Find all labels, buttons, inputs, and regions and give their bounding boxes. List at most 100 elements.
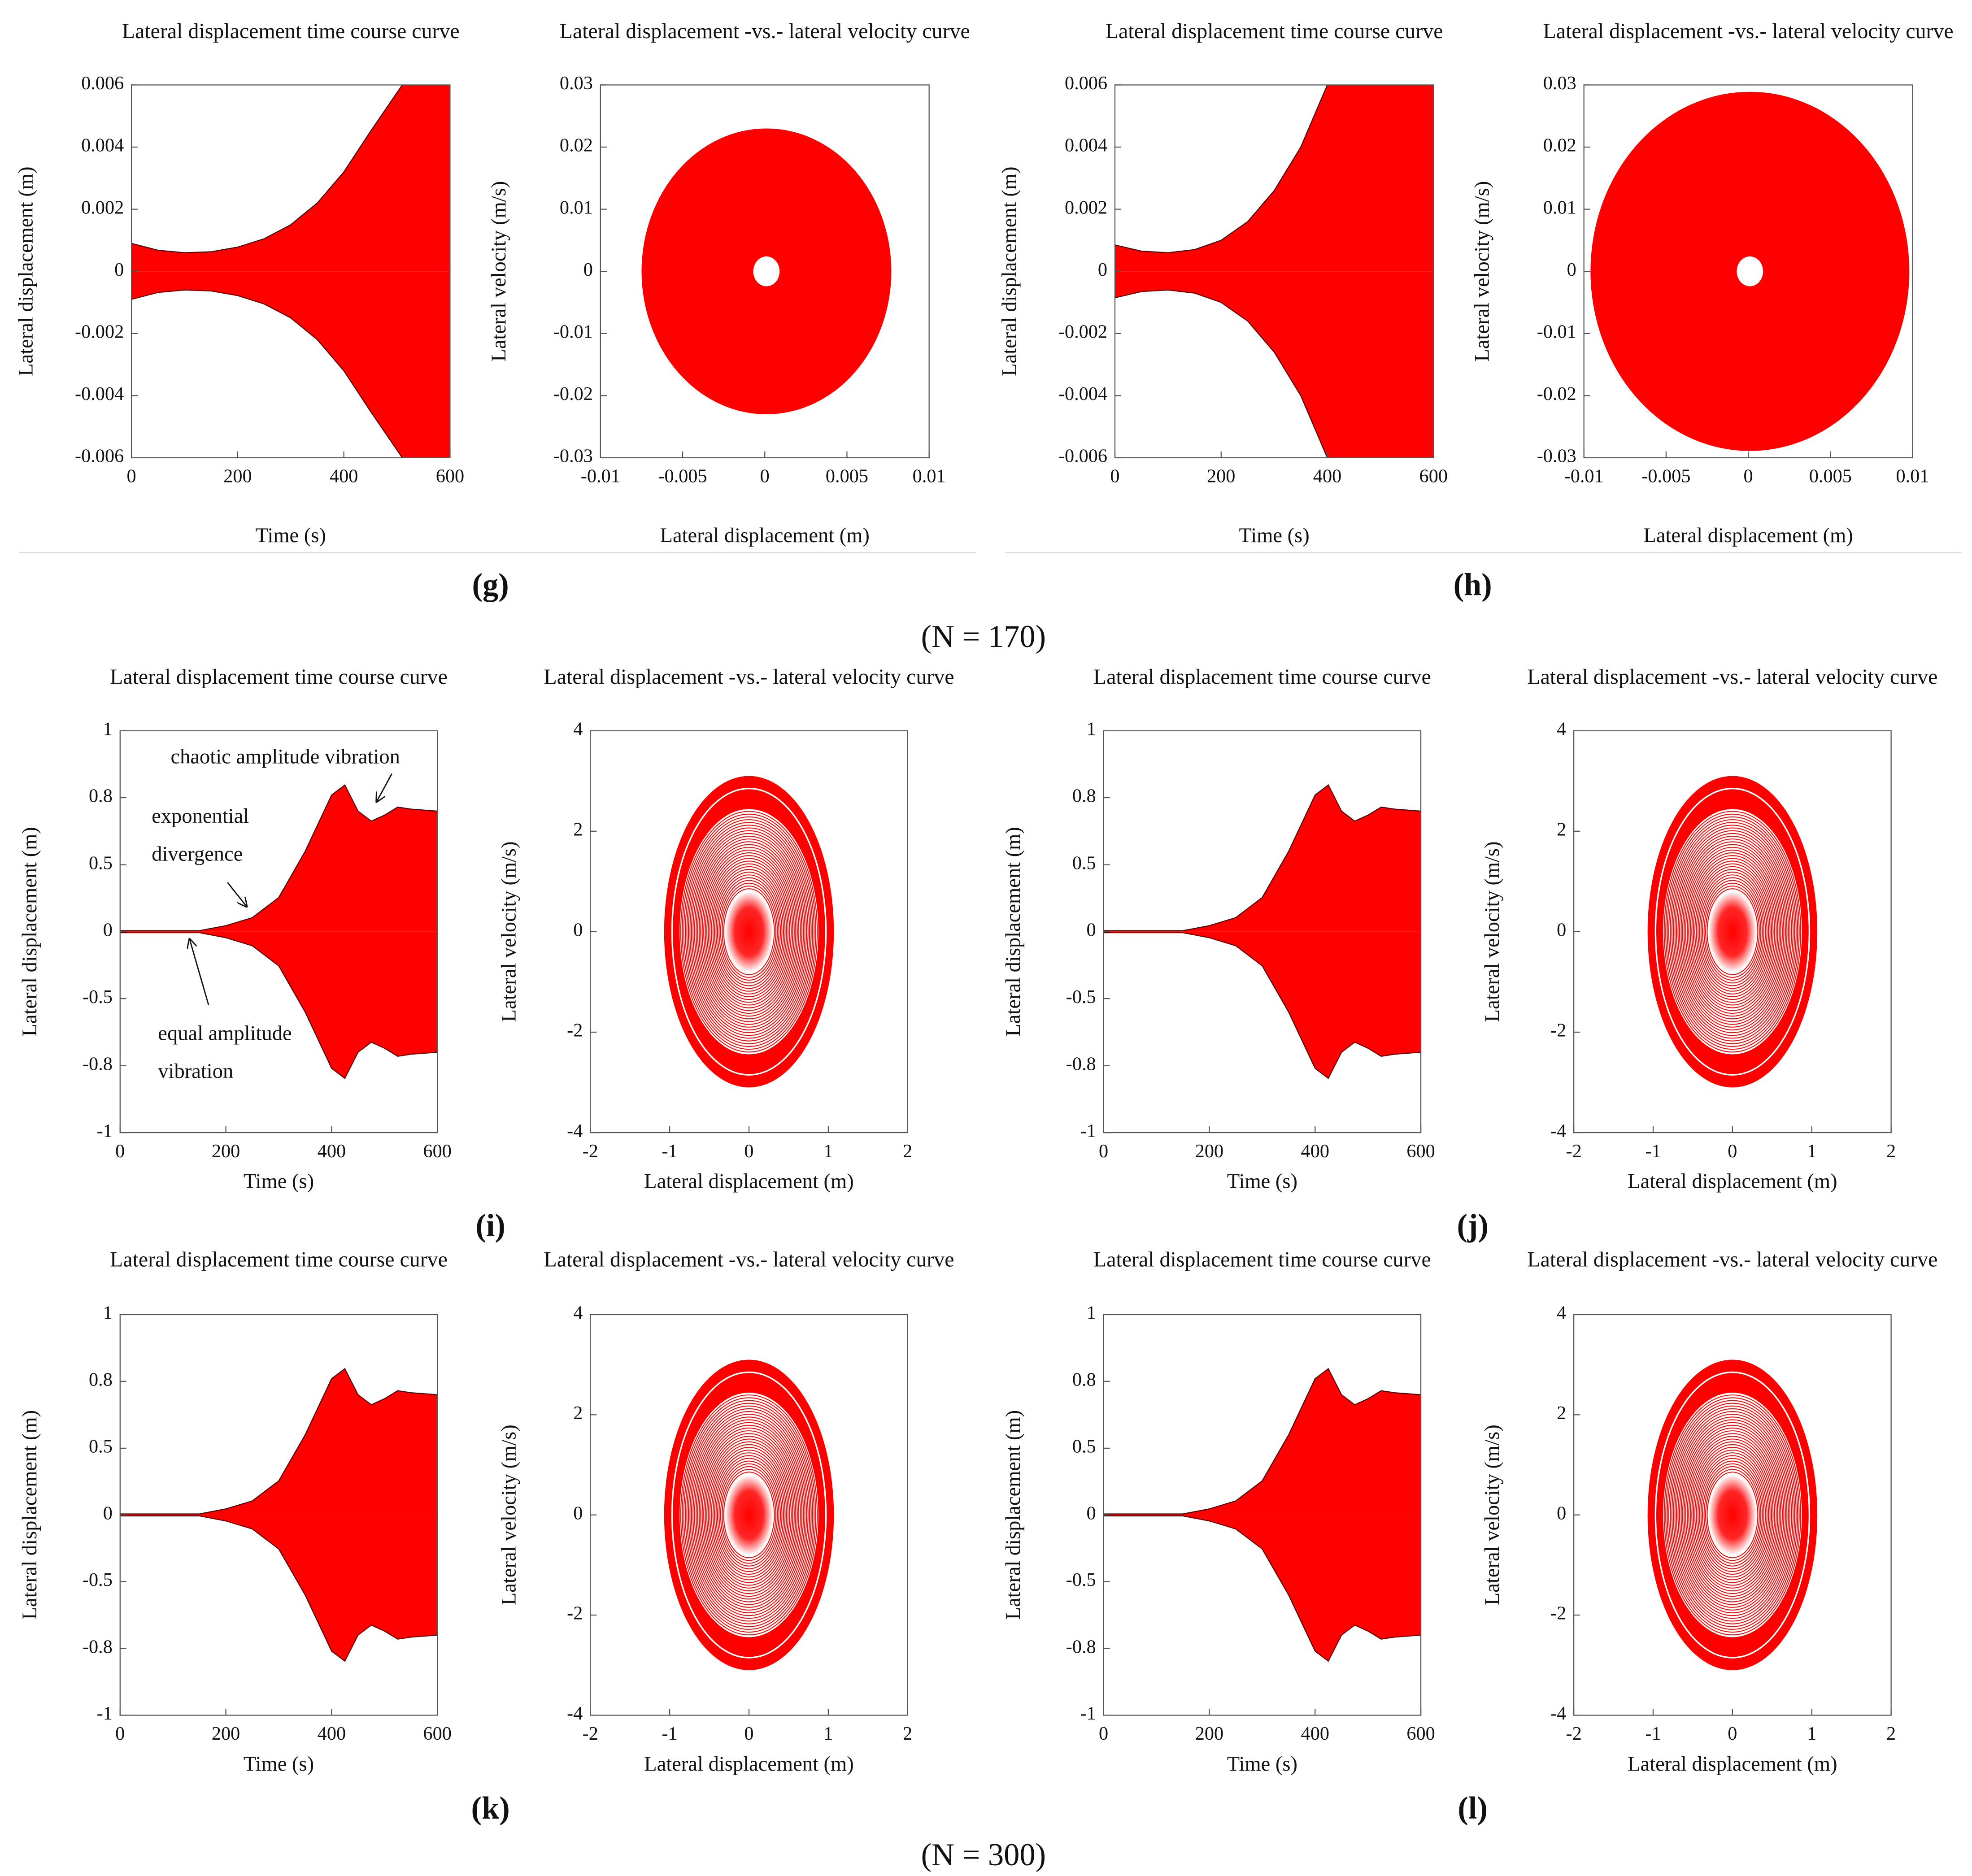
orbit-line bbox=[1693, 1446, 1772, 1583]
envelope-area bbox=[1114, 271, 1434, 458]
y-tick-label: -0.02 bbox=[553, 383, 593, 404]
y-axis-label: Lateral velocity (m/s) bbox=[497, 1424, 520, 1605]
x-tick-label: -2 bbox=[583, 1723, 598, 1744]
envelope-area bbox=[1103, 1368, 1421, 1515]
envelope-edge bbox=[1114, 85, 1328, 253]
y-tick-label: 0.01 bbox=[560, 197, 593, 218]
envelope-edge bbox=[1103, 784, 1421, 931]
plot-area bbox=[1647, 776, 1818, 1088]
x-tick-label: -1 bbox=[662, 1723, 678, 1744]
orbit-line bbox=[695, 1422, 803, 1608]
orbit-line bbox=[1699, 874, 1766, 989]
y-tick-label: 0.004 bbox=[1065, 135, 1107, 156]
x-axis-label: Lateral displacement (m) bbox=[644, 1170, 853, 1193]
orbit-line bbox=[712, 1452, 786, 1578]
plot-area bbox=[641, 128, 892, 414]
orbit-line bbox=[1676, 833, 1789, 1030]
x-tick-label: 400 bbox=[318, 1723, 346, 1744]
x-tick-label: -1 bbox=[662, 1141, 678, 1162]
orbit-line bbox=[1702, 1463, 1763, 1567]
orbit-line bbox=[682, 813, 816, 1050]
orbit-line bbox=[683, 816, 815, 1047]
envelope-edge bbox=[120, 1368, 438, 1515]
orbit-line bbox=[1686, 1436, 1778, 1594]
orbit-line bbox=[1662, 808, 1803, 1055]
orbit-line bbox=[1667, 816, 1798, 1047]
y-tick-label: 0 bbox=[573, 920, 583, 941]
x-tick-label: 0 bbox=[127, 466, 136, 487]
x-tick-label: 0 bbox=[760, 466, 770, 487]
orbit-line bbox=[1679, 838, 1786, 1025]
orbit-line bbox=[1670, 1405, 1795, 1624]
plot-area bbox=[120, 1368, 438, 1662]
orbit-line bbox=[1670, 822, 1795, 1042]
plot-area bbox=[1590, 91, 1910, 451]
y-tick-label: 0.5 bbox=[89, 852, 113, 873]
orbit-core bbox=[725, 1475, 773, 1555]
panel-caption: (g) bbox=[472, 567, 509, 602]
x-tick-label: 0 bbox=[1099, 1723, 1108, 1744]
x-tick-label: -0.005 bbox=[1641, 466, 1690, 487]
orbit-line bbox=[709, 863, 789, 1000]
x-axis-label: Lateral displacement (m) bbox=[1643, 524, 1853, 547]
orbit-line bbox=[689, 1411, 809, 1619]
orbit-line bbox=[708, 860, 790, 1003]
plot-area bbox=[664, 776, 834, 1088]
orbit-line bbox=[1706, 888, 1759, 975]
x-tick-label: -1 bbox=[1645, 1141, 1661, 1162]
plot-area bbox=[131, 85, 450, 458]
orbit-line bbox=[1673, 827, 1792, 1036]
y-axis-label: Lateral displacement (m) bbox=[18, 1410, 41, 1620]
orbit-line bbox=[1702, 880, 1763, 984]
orbit-line bbox=[679, 1392, 819, 1638]
annotation: divergence bbox=[152, 842, 243, 865]
y-tick-label: -0.004 bbox=[1058, 383, 1107, 404]
orbit-gap bbox=[1654, 1371, 1811, 1659]
annotation-arrow bbox=[377, 773, 393, 802]
y-axis-label: Lateral velocity (m/s) bbox=[1481, 841, 1504, 1022]
x-axis-label: Time (s) bbox=[244, 1753, 314, 1776]
x-axis-label: Lateral displacement (m) bbox=[1628, 1170, 1837, 1193]
orbit-line bbox=[1685, 849, 1780, 1014]
y-tick-label: -4 bbox=[1550, 1703, 1566, 1724]
orbit-line bbox=[715, 1458, 783, 1572]
y-axis-label: Lateral displacement (m) bbox=[998, 167, 1021, 376]
annotation: exponential bbox=[152, 805, 249, 828]
orbit-line bbox=[1676, 1416, 1789, 1614]
orbit-line bbox=[711, 1450, 787, 1581]
plot-area bbox=[1114, 85, 1434, 458]
envelope-edge bbox=[1103, 932, 1421, 1079]
y-tick-label: -0.5 bbox=[1066, 1569, 1096, 1590]
orbit-line bbox=[1662, 1392, 1803, 1638]
orbit-line bbox=[1694, 866, 1771, 997]
orbit-line bbox=[680, 811, 818, 1053]
y-tick-label: -1 bbox=[1080, 1120, 1096, 1142]
orbit-line bbox=[688, 825, 810, 1039]
x-tick-label: -1 bbox=[1645, 1723, 1661, 1744]
orbit-line bbox=[1671, 1408, 1794, 1622]
orbit-line bbox=[720, 882, 778, 981]
orbit-line bbox=[723, 888, 775, 975]
x-tick-label: -0.005 bbox=[658, 466, 707, 487]
envelope-area bbox=[1114, 85, 1434, 272]
y-tick-label: 4 bbox=[573, 718, 583, 739]
orbit-line bbox=[692, 1416, 805, 1614]
y-tick-label: 0 bbox=[1098, 259, 1107, 280]
orbit-hole bbox=[753, 256, 780, 287]
x-tick-label: 600 bbox=[1406, 1141, 1435, 1162]
x-tick-label: 200 bbox=[212, 1723, 240, 1744]
y-tick-label: -2 bbox=[1550, 1020, 1566, 1041]
orbit-line bbox=[700, 1430, 798, 1600]
y-tick-label: -4 bbox=[1550, 1120, 1566, 1142]
x-tick-label: -2 bbox=[1566, 1723, 1582, 1744]
orbit-line bbox=[692, 833, 805, 1030]
y-tick-label: -0.004 bbox=[75, 383, 124, 404]
x-tick-label: 1 bbox=[823, 1723, 833, 1744]
orbit-line bbox=[1677, 1419, 1788, 1611]
orbit-line bbox=[1686, 852, 1778, 1011]
orbit-line bbox=[694, 836, 804, 1028]
y-tick-label: 0.8 bbox=[89, 786, 113, 807]
chart-title: Lateral displacement time course curve bbox=[110, 1248, 448, 1272]
y-tick-label: -0.02 bbox=[1537, 383, 1576, 404]
